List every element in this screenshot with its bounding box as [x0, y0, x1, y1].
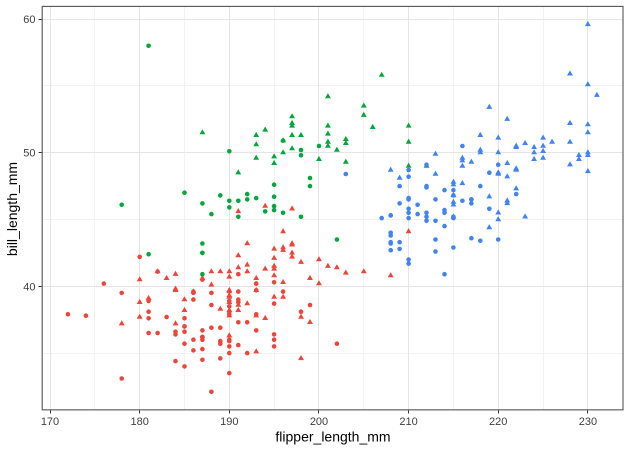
svg-text:flipper_length_mm: flipper_length_mm — [275, 428, 390, 444]
svg-text:180: 180 — [131, 416, 149, 428]
svg-text:190: 190 — [220, 416, 238, 428]
svg-text:170: 170 — [41, 416, 59, 428]
svg-text:210: 210 — [399, 416, 417, 428]
svg-text:40: 40 — [23, 281, 35, 293]
svg-text:50: 50 — [23, 148, 35, 160]
svg-text:230: 230 — [579, 416, 597, 428]
svg-text:200: 200 — [310, 416, 328, 428]
svg-text:220: 220 — [489, 416, 507, 428]
svg-text:bill_length_mm: bill_length_mm — [4, 162, 20, 256]
svg-text:60: 60 — [23, 14, 35, 26]
